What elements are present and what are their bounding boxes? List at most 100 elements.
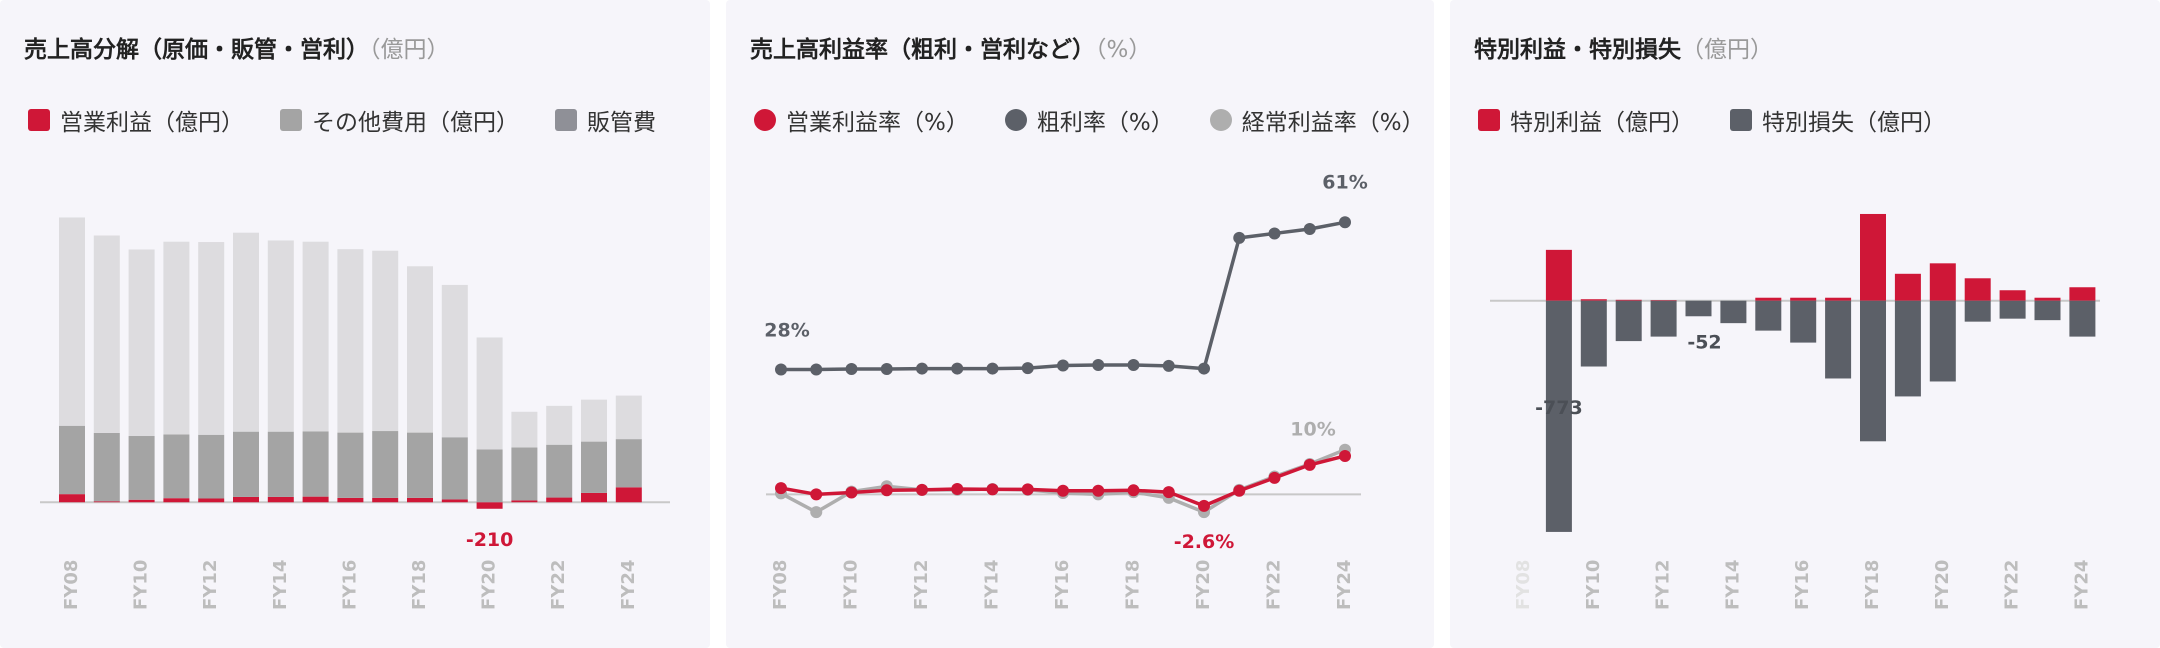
point-series-1: [1233, 231, 1246, 244]
legend-swatch: [1730, 109, 1752, 131]
bar-series-0: [511, 500, 538, 503]
point-series-1: [916, 362, 928, 375]
bar-series-3: [59, 217, 85, 426]
point-series-0: [1233, 484, 1246, 497]
point-series-1: [1339, 216, 1351, 229]
x-tick-label: FY12: [1653, 560, 1674, 610]
legend-item-other-expenses[interactable]: その他費用（億円）: [280, 103, 519, 137]
bar-series-1: [59, 425, 85, 495]
bar-series-1: [546, 444, 573, 498]
panel-profit-margins: 売上高利益率（粗利・営利など）（%） 営業利益率（%） 粗利率（%） 経常利益率…: [726, 0, 1434, 648]
bar-series-0: [1964, 278, 1991, 301]
legend-swatch: [1004, 109, 1027, 131]
legend-swatch: [1478, 109, 1500, 131]
point-series-1: [1127, 359, 1140, 371]
point-series-1: [986, 362, 999, 375]
bar-series-1: [302, 431, 329, 497]
bar-series-0: [337, 497, 364, 503]
bar-series-1: [1720, 300, 1747, 324]
panel-title: 売上高利益率（粗利・営利など）（%）: [750, 37, 1152, 63]
point-series-1: [1162, 359, 1175, 372]
legend: 営業利益（億円） その他費用（億円） 販管費: [14, 102, 710, 138]
bar-series-1: [233, 431, 259, 497]
point-series-1: [775, 363, 787, 376]
legend-item-gross-margin[interactable]: 粗利率（%）: [1004, 103, 1174, 137]
bar-series-0: [1755, 297, 1782, 301]
bar-series-3: [337, 249, 364, 433]
x-tick-label: FY18: [1862, 560, 1883, 610]
point-series-0: [1339, 449, 1351, 462]
bar-series-0: [93, 501, 120, 503]
panel-unit: （億円）: [369, 37, 450, 63]
x-tick-label: FY20: [479, 560, 500, 610]
bar-series-0: [1999, 290, 2026, 301]
legend-item-operating-margin[interactable]: 営業利益率（%）: [754, 103, 969, 137]
bar-series-3: [372, 250, 399, 432]
legend-swatch: [280, 109, 302, 131]
bar-series-3: [93, 235, 120, 433]
bar-series-0: [128, 499, 155, 503]
bar-series-1: [1964, 300, 1991, 322]
point-series-0: [810, 488, 823, 501]
bar-series-3: [407, 266, 433, 433]
bar-series-1: [163, 434, 190, 499]
point-series-1: [1057, 359, 1069, 372]
x-tick-label: FY22: [548, 560, 569, 610]
legend: 特別利益（億円） 特別損失（億円）: [1464, 102, 2160, 138]
bar-series-1: [1650, 300, 1677, 337]
bar-series-1: [511, 447, 538, 501]
x-tick-label: FY24: [618, 560, 639, 610]
bar-series-1: [267, 431, 294, 497]
bar-series-1: [1685, 300, 1712, 317]
legend-swatch: [1209, 109, 1232, 131]
bar-series-3: [198, 242, 225, 435]
x-tick-label: FY14: [982, 560, 1003, 610]
bar-series-1: [337, 432, 364, 498]
point-series-1: [845, 363, 858, 376]
panel-unit: （億円）: [1681, 37, 1773, 63]
bar-series-3: [581, 399, 607, 442]
legend-item-extraordinary-loss[interactable]: 特別損失（億円）: [1730, 103, 1946, 137]
point-series-0: [1127, 484, 1140, 497]
bar-series-3: [233, 232, 259, 432]
bar-series-0: [267, 496, 294, 503]
bar-series-1: [1580, 300, 1607, 367]
x-tick-label: FY10: [131, 560, 152, 610]
bar-series-0: [1580, 299, 1607, 301]
bar-series-0: [581, 492, 607, 503]
x-tick-label: FY18: [1123, 560, 1144, 610]
bar-series-0: [1894, 273, 1921, 301]
line-series-2: [780, 448, 1346, 514]
bar-series-0: [198, 498, 225, 503]
x-tick-label: FY10: [1583, 560, 1604, 610]
bar-series-0: [1790, 297, 1817, 301]
bar-series-3: [128, 249, 155, 437]
x-tick-label: FY14: [270, 560, 291, 610]
bar-series-0: [2069, 287, 2096, 301]
chart-profit-margins: 28% 61% 10% -2.6% FY08 FY10 FY12 FY14 FY16 FY18 FY…: [764, 171, 1367, 610]
x-tick-label: FY08: [770, 560, 791, 610]
point-series-0: [916, 483, 928, 496]
legend-item-ordinary-margin[interactable]: 経常利益率（%）: [1209, 103, 1425, 137]
x-tick-label: FY22: [2002, 560, 2023, 610]
x-tick-label: FY24: [2071, 560, 2092, 610]
bar-series-1: [1790, 300, 1817, 343]
panel-title: 特別利益・特別損失（億円）: [1474, 37, 1773, 63]
bar-series-1: [128, 436, 155, 500]
bar-series-3: [441, 284, 468, 438]
bar-series-0: [1545, 249, 1572, 301]
x-tick-label: FY16: [339, 560, 360, 610]
bar-series-3: [163, 241, 190, 435]
bar-series-3: [302, 241, 329, 432]
panel-sales-breakdown: 売上高分解（原価・販管・営利）（億円） 営業利益（億円） その他費用（億円） 販…: [0, 0, 710, 648]
point-series-2: [810, 506, 823, 519]
x-tick-label: FY10: [841, 560, 862, 610]
legend-item-sga[interactable]: 販管費: [555, 103, 656, 137]
bar-series-0: [59, 494, 85, 503]
point-series-0: [1162, 486, 1175, 499]
legend-item-operating-profit[interactable]: 営業利益（億円）: [28, 103, 244, 137]
legend-item-extraordinary-gain[interactable]: 特別利益（億円）: [1478, 103, 1694, 137]
line-series-1: [781, 220, 1346, 372]
bar-series-0: [1860, 213, 1886, 301]
bar-series-1: [581, 441, 607, 493]
